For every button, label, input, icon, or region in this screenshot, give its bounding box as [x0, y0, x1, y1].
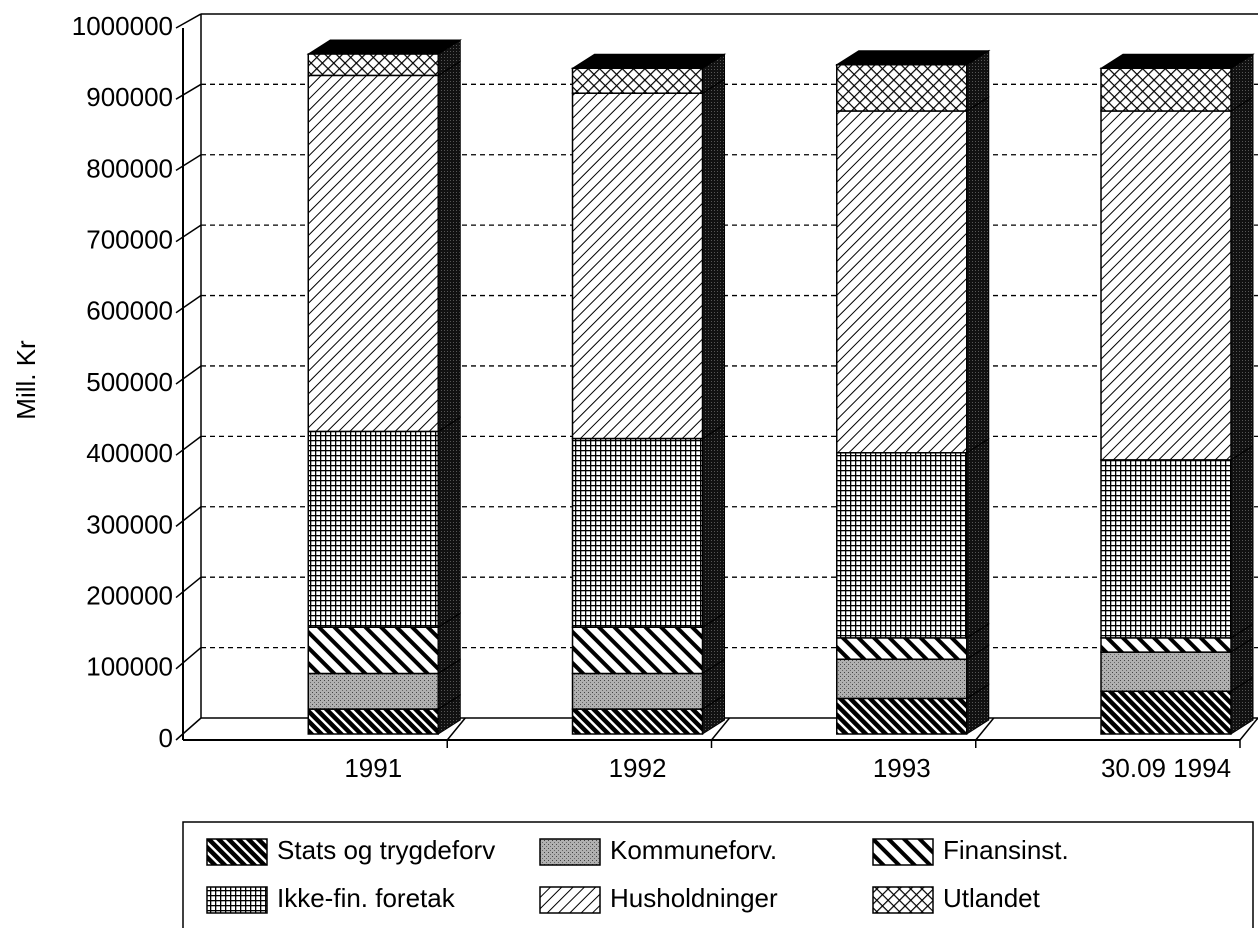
legend-swatch: [872, 886, 934, 914]
bar-segment: [307, 626, 440, 675]
legend-swatch: [539, 886, 601, 914]
tick-mark: [175, 576, 202, 599]
bar-side: [966, 96, 990, 454]
bar-segment: [571, 437, 704, 628]
x-tick-label: 1993: [873, 753, 931, 783]
y-tick-label: 600000: [86, 296, 173, 326]
bar-side: [702, 78, 726, 440]
category-divider: [975, 717, 995, 741]
legend-label: Ikke-fin. foretak: [277, 883, 456, 913]
x-tick-label: 1992: [609, 753, 667, 783]
bar-segment: [836, 697, 968, 735]
bar-side: [702, 423, 726, 629]
bar-segment: [307, 53, 440, 77]
category-divider: [1239, 717, 1258, 741]
tick-mark: [175, 506, 202, 527]
y-tick-label: 700000: [86, 224, 173, 254]
y-tick-label: 0: [159, 723, 173, 753]
tick-mark: [175, 435, 202, 456]
tick-mark: [175, 294, 202, 314]
tick-mark: [175, 154, 202, 172]
y-tick-label: 400000: [86, 438, 173, 468]
legend-swatch: [206, 838, 268, 866]
bar-segment: [307, 672, 440, 710]
bar-segment: [1100, 110, 1232, 461]
tick-mark: [175, 717, 202, 741]
bar-top: [835, 50, 991, 66]
tick-mark: [175, 365, 202, 385]
legend-swatch: [872, 838, 934, 866]
x-tick-label: 30.09 1994: [1101, 753, 1231, 783]
bar-segment: [571, 92, 704, 440]
legend-box: [182, 821, 1254, 928]
bar-segment: [1100, 690, 1232, 735]
bar-segment: [836, 637, 968, 660]
bar-segment: [571, 67, 704, 94]
legend-label: Finansinst.: [943, 835, 1069, 865]
y-tick-label: 300000: [86, 509, 173, 539]
tick-mark: [175, 224, 202, 243]
bar-segment: [1100, 459, 1232, 639]
bar-segment: [836, 63, 968, 112]
legend-label: Husholdninger: [610, 883, 778, 913]
bar-segment: [307, 708, 440, 735]
category-divider: [710, 717, 731, 741]
bar-side: [437, 60, 461, 433]
y-tick-label: 900000: [86, 82, 173, 112]
bar-top: [306, 39, 462, 55]
bar-side: [1230, 96, 1254, 461]
bar-segment: [571, 626, 704, 675]
y-tick-label: 200000: [86, 580, 173, 610]
tick-mark: [175, 83, 202, 100]
bar-segment: [1100, 651, 1232, 693]
bar-side: [437, 416, 461, 629]
bar-segment: [1100, 637, 1232, 653]
bar-segment: [571, 708, 704, 735]
bar-side: [966, 437, 990, 639]
tick-mark: [175, 647, 202, 670]
legend-label: Kommuneforv.: [610, 835, 777, 865]
y-tick-label: 500000: [86, 367, 173, 397]
bar-segment: [307, 74, 440, 433]
bar-segment: [1100, 67, 1232, 112]
legend-label: Utlandet: [943, 883, 1041, 913]
legend-swatch: [539, 838, 601, 866]
bar-segment: [836, 658, 968, 700]
y-tick-label: 1000000: [72, 11, 173, 41]
bar-segment: [836, 452, 968, 639]
bar-top: [570, 53, 727, 69]
y-axis-label: Mill. Kr: [11, 340, 41, 420]
bar-segment: [571, 672, 704, 710]
bar-segment: [836, 110, 968, 454]
y-tick-label: 800000: [86, 153, 173, 183]
x-tick-label: 1991: [344, 753, 402, 783]
tick-mark: [175, 13, 202, 29]
bar-side: [1230, 444, 1254, 639]
legend-swatch: [206, 886, 268, 914]
bar-segment: [307, 430, 440, 628]
category-divider: [446, 717, 466, 741]
legend-label: Stats og trygdeforv: [277, 835, 495, 865]
y-tick-label: 100000: [86, 652, 173, 682]
bar-top: [1099, 53, 1255, 69]
